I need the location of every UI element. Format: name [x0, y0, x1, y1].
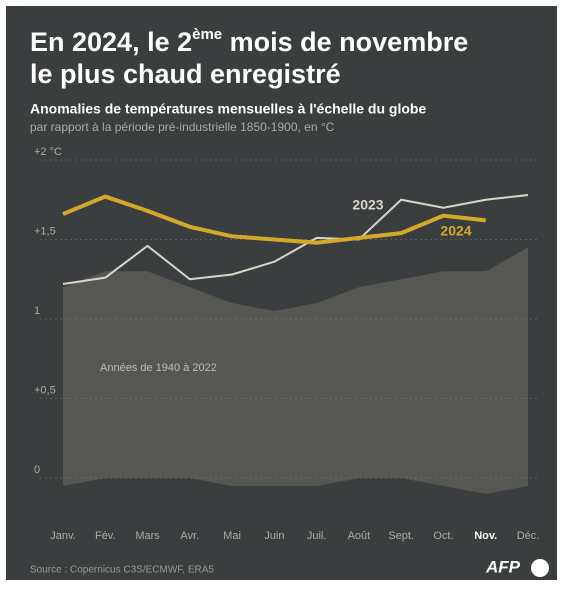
title-part: En 2024, le 2	[30, 27, 192, 57]
x-tick-label: Nov.	[474, 530, 497, 542]
x-tick-label: Oct.	[433, 530, 453, 542]
title-sup: ème	[192, 26, 222, 43]
background-band	[63, 247, 528, 494]
background-panel	[6, 6, 557, 580]
y-tick-label: 0	[34, 464, 40, 476]
x-tick-label: Juin	[264, 530, 284, 542]
y-tick-label: +2 °C	[34, 146, 62, 158]
subtitle: Anomalies de températures mensuelles à l…	[30, 101, 426, 117]
series-label: 2024	[440, 223, 471, 239]
source: Source : Copernicus C3S/ECMWF, ERA5	[30, 565, 214, 576]
subtitle: par rapport à la période pré-industriell…	[30, 120, 335, 134]
x-tick-label: Avr.	[180, 530, 199, 542]
chart-title: le plus chaud enregistré	[30, 59, 341, 89]
series-line	[62, 194, 486, 245]
series-label: 2023	[352, 197, 383, 213]
title-part: mois de novembre	[222, 27, 468, 57]
x-tick-label: Mars	[135, 530, 160, 542]
x-tick-label: Fév.	[95, 530, 116, 542]
logo-dot	[531, 559, 549, 577]
x-tick-label: Août	[348, 530, 371, 542]
background-label: Années de 1940 à 2022	[100, 362, 217, 374]
y-tick-label: 1	[34, 305, 40, 317]
x-tick-label: Janv.	[50, 530, 75, 542]
logo: AFP	[485, 557, 521, 576]
chart-title: En 2024, le 2ème mois de novembre	[30, 26, 468, 57]
series-line	[62, 193, 529, 286]
x-tick-label: Juil.	[307, 530, 327, 542]
x-tick-label: Déc.	[517, 530, 540, 542]
y-tick-label: +1,5	[34, 225, 56, 237]
x-tick-label: Mai	[223, 530, 241, 542]
y-tick-label: +0,5	[34, 384, 56, 396]
x-tick-label: Sept.	[388, 530, 414, 542]
